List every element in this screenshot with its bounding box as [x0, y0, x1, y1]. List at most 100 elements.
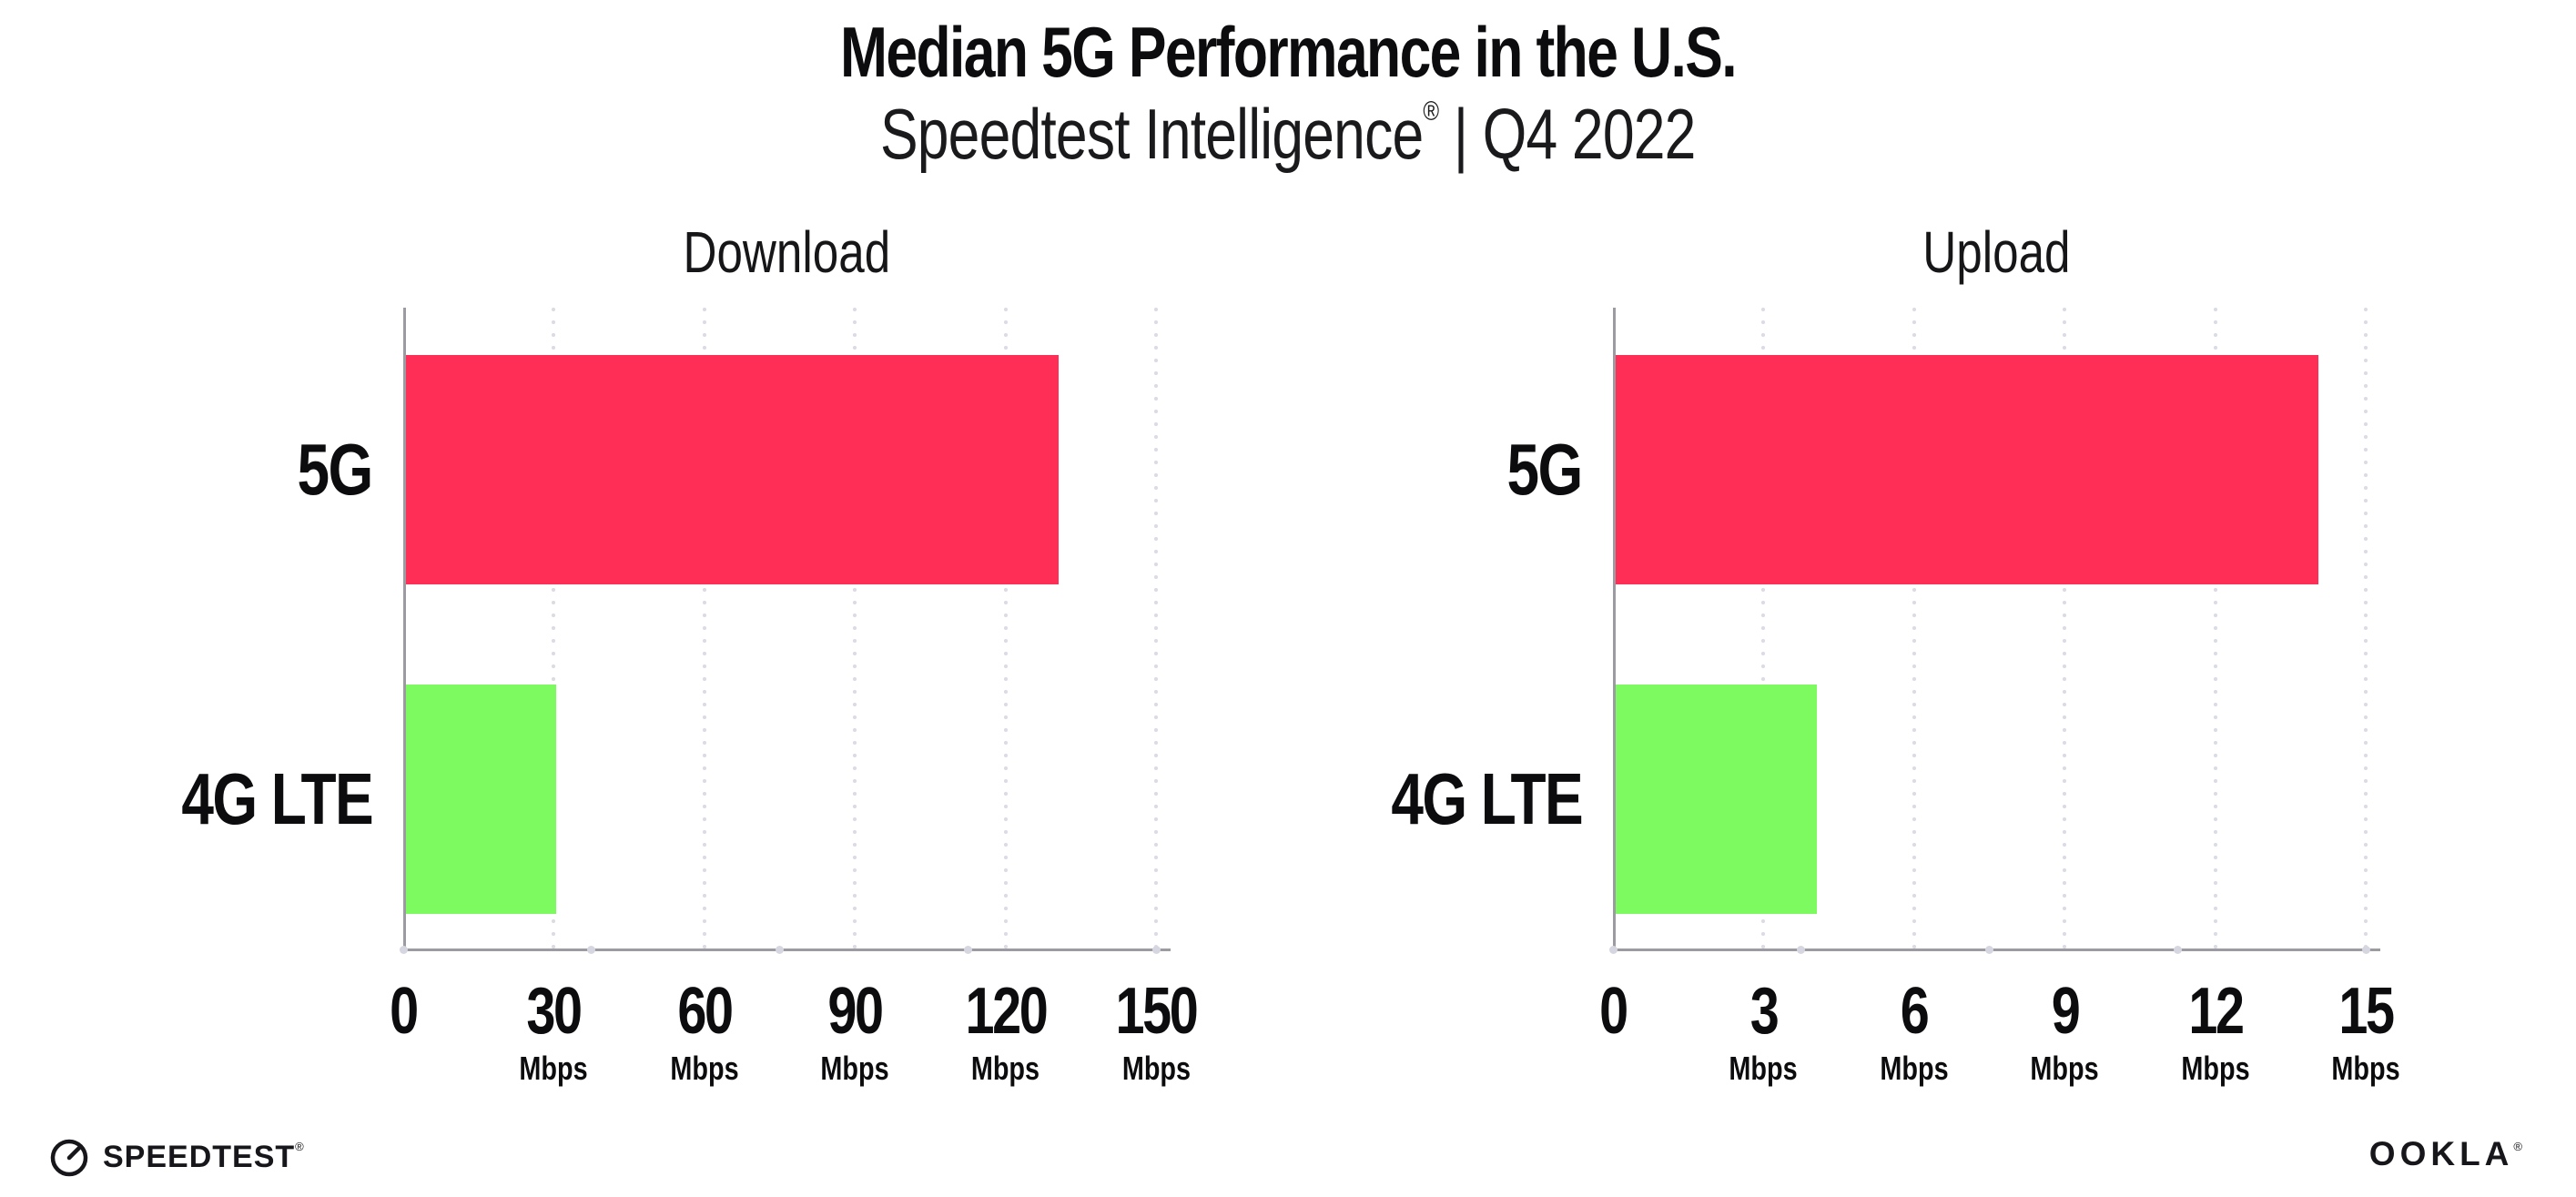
x-tick-unit-text: Mbps	[2180, 1050, 2250, 1087]
x-tick-unit-text: Mbps	[1121, 1050, 1191, 1087]
x-tick-number: 9	[2022, 979, 2107, 1044]
chart-title-download-text: Download	[683, 219, 891, 285]
axis-tick-dot	[2361, 946, 2370, 954]
axis-tick-dot	[399, 946, 408, 954]
download-plot-area: 0 30 Mbps 60 Mbps 90 Mbps 120 Mbps 150 Mbps	[390, 308, 1199, 1085]
upload-plot-area: 0 3 Mbps 6 Mbps 9 Mbps 12 Mbps 15 Mbps	[1599, 308, 2400, 1085]
x-tick-unit: Mbps	[955, 1052, 1056, 1085]
x-tick-unit-text: Mbps	[820, 1050, 889, 1087]
gridline-30	[552, 308, 556, 951]
x-tick-number-text: 120	[965, 975, 1048, 1048]
speedtest-gauge-icon	[50, 1139, 88, 1177]
x-tick-unit: Mbps	[1871, 1052, 1957, 1085]
gridline-150	[1154, 308, 1158, 951]
x-tick-number-text: 30	[526, 975, 583, 1048]
bar-4g-lte	[1616, 685, 1817, 914]
registered-trademark-icon: ®	[1423, 96, 1440, 127]
x-tick-6: 6 Mbps	[1871, 979, 1957, 1085]
speedtest-logo: SPEEDTEST®	[47, 1135, 305, 1179]
x-tick-number-text: 90	[827, 975, 885, 1048]
chart-title-upload: Upload	[1613, 218, 2380, 286]
bar-5g	[406, 355, 1059, 584]
x-tick-number-text: 9	[2051, 975, 2080, 1048]
x-tick-unit: Mbps	[1105, 1052, 1206, 1085]
axis-tick-dot	[1608, 946, 1618, 954]
download-category-labels: 5G 4G LTE	[167, 308, 403, 951]
x-tick-number-text: 12	[2187, 975, 2245, 1048]
x-tick-number: 12	[2173, 979, 2258, 1044]
page-subtitle: Speedtest Intelligence® | Q4 2022	[0, 93, 2576, 176]
y-axis-line	[403, 308, 406, 951]
gridline-90	[853, 308, 857, 951]
x-axis-line	[1613, 948, 2380, 951]
category-label-text: 5G	[297, 429, 374, 510]
gridline-3	[1761, 308, 1766, 951]
download-chart: Download 5G 4G LTE 0 30 Mbps 60 Mbps 90 Mbps 120…	[167, 218, 1199, 1111]
subtitle-product: Speedtest Intelligence	[880, 94, 1424, 174]
x-tick-unit: Mbps	[662, 1052, 747, 1085]
x-tick-unit-text: Mbps	[970, 1050, 1040, 1087]
speedtest-registered-icon: ®	[295, 1139, 305, 1153]
x-tick-unit: Mbps	[812, 1052, 898, 1085]
gridline-12	[2213, 308, 2217, 951]
category-label-text: 4G LTE	[1391, 758, 1583, 839]
y-axis-line	[1613, 308, 1616, 951]
category-label-4g-lte: 4G LTE	[134, 758, 373, 839]
x-tick-120: 120 Mbps	[955, 979, 1056, 1085]
axis-tick-dot	[963, 946, 972, 954]
gridline-60	[702, 308, 706, 951]
x-tick-number-text: 15	[2338, 975, 2395, 1048]
x-tick-unit-text: Mbps	[2331, 1050, 2400, 1087]
ookla-logo: OOKLA®	[2369, 1135, 2527, 1173]
x-tick-number: 30	[511, 979, 596, 1044]
x-tick-unit: Mbps	[1720, 1052, 1806, 1085]
x-tick-number-text: 6	[1900, 975, 1930, 1048]
x-tick-number: 90	[812, 979, 898, 1044]
chart-title-upload-text: Upload	[1922, 219, 2071, 285]
upload-chart: Upload 5G 4G LTE 0 3 Mbps 6 Mbps 9 Mbps 12 Mbps 15…	[1376, 218, 2400, 1111]
page-subtitle-text: Speedtest Intelligence® | Q4 2022	[880, 93, 1696, 176]
x-tick-number: 15	[2323, 979, 2409, 1044]
category-label-text: 4G LTE	[181, 758, 373, 839]
x-tick-unit: Mbps	[2323, 1052, 2409, 1085]
page-title: Median 5G Performance in the U.S.	[0, 11, 2576, 94]
x-tick-12: 12 Mbps	[2173, 979, 2258, 1085]
category-label-5g: 5G	[279, 429, 374, 510]
category-label-5g: 5G	[1488, 429, 1584, 510]
ookla-registered-icon: ®	[2513, 1140, 2527, 1153]
page-title-text: Median 5G Performance in the U.S.	[840, 12, 1738, 92]
x-axis-ticks: 0 3 Mbps 6 Mbps 9 Mbps 12 Mbps 15 Mbps	[1599, 951, 2399, 1179]
x-tick-150: 150 Mbps	[1105, 979, 1206, 1085]
x-tick-60: 60 Mbps	[662, 979, 747, 1085]
category-label-text: 5G	[1506, 429, 1584, 510]
x-tick-number: 0	[1596, 979, 1629, 1044]
axis-tick-dot	[1985, 946, 1993, 954]
x-tick-number-text: 60	[677, 975, 734, 1048]
x-tick-unit-text: Mbps	[2030, 1050, 2099, 1087]
x-tick-number: 60	[662, 979, 747, 1044]
x-tick-30: 30 Mbps	[511, 979, 596, 1085]
x-tick-unit: Mbps	[2173, 1052, 2258, 1085]
x-tick-number: 3	[1720, 979, 1806, 1044]
x-tick-number-text: 0	[390, 975, 419, 1048]
axis-tick-dot	[1151, 946, 1161, 954]
axis-tick-dot	[1797, 946, 1806, 954]
x-tick-number: 150	[1105, 979, 1206, 1044]
x-tick-9: 9 Mbps	[2022, 979, 2107, 1085]
subtitle-period: | Q4 2022	[1438, 94, 1697, 174]
x-tick-0: 0	[1596, 979, 1629, 1044]
x-tick-0: 0	[386, 979, 420, 1044]
x-axis-line	[403, 948, 1171, 951]
x-tick-unit-text: Mbps	[670, 1050, 739, 1087]
x-tick-number-text: 3	[1749, 975, 1780, 1048]
category-label-4g-lte: 4G LTE	[1344, 758, 1583, 839]
speedtest-wordmark-text: SPEEDTEST	[103, 1139, 296, 1174]
axis-tick-dot	[2173, 946, 2182, 954]
gridline-9	[2063, 308, 2067, 951]
axis-tick-dot	[587, 946, 596, 954]
x-tick-number-text: 150	[1115, 975, 1199, 1048]
chart-title-download: Download	[403, 218, 1171, 286]
x-tick-3: 3 Mbps	[1720, 979, 1806, 1085]
bar-5g	[1616, 355, 2318, 584]
